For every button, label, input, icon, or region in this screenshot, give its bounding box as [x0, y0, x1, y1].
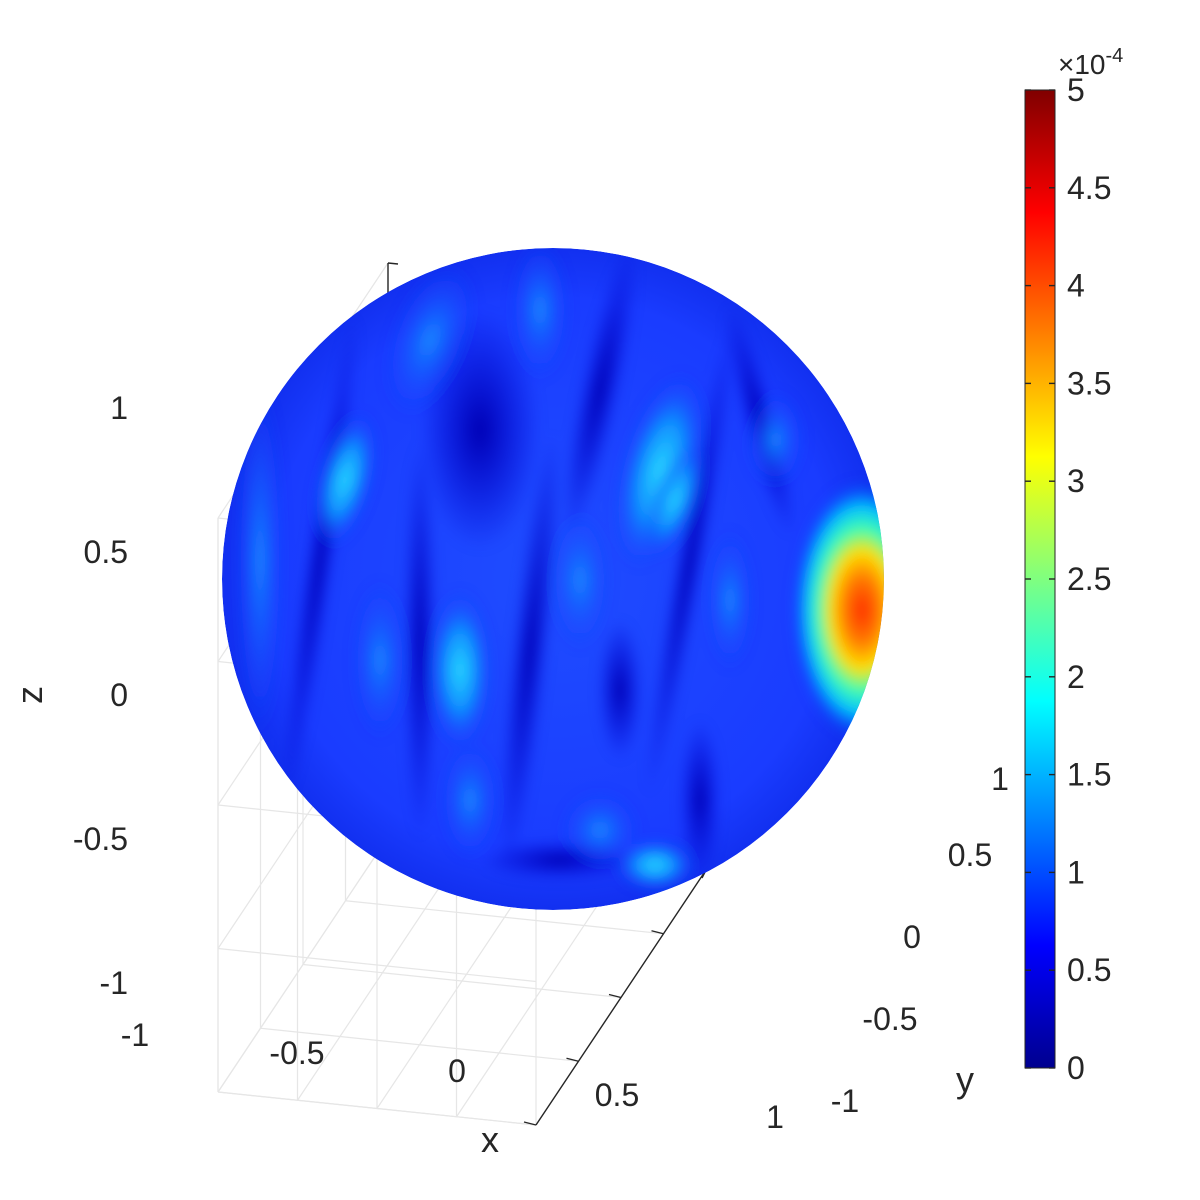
gridline — [345, 900, 664, 935]
x-axis-label: x — [481, 1119, 499, 1160]
x-tick-label: -0.5 — [269, 1035, 324, 1071]
y-tick-label: -1 — [831, 1083, 859, 1119]
colorbar-tick-label: 4 — [1067, 268, 1085, 304]
y-tick-label: 0.5 — [948, 837, 992, 873]
y-tick-label: 0 — [903, 919, 921, 955]
colorbar-tick-label: 2.5 — [1067, 561, 1111, 597]
z-tick-label: -0.5 — [73, 821, 128, 857]
y-tick-label: -0.5 — [862, 1001, 917, 1037]
sphere-surface — [222, 248, 884, 910]
gridline — [217, 1091, 537, 1126]
colorbar-tick-label: 3 — [1067, 463, 1085, 499]
colorbar-tick-label: 1.5 — [1067, 757, 1111, 793]
y-tick — [608, 993, 622, 999]
z-tick — [387, 262, 399, 265]
y-axis-label: y — [956, 1059, 974, 1100]
colorbar-ticks: 0 0.5 1 1.5 2 2.5 3 3.5 4 4.5 5 — [1025, 72, 1111, 1086]
z-axis-ticks: 1 0.5 0 -0.5 -1 — [73, 390, 128, 1001]
y-tick — [566, 1057, 579, 1062]
y-tick — [651, 930, 664, 935]
gridline — [302, 963, 622, 999]
z-tick-label: 0 — [110, 677, 128, 713]
colorbar-tick-label: 2 — [1067, 659, 1085, 695]
colorbar-tick-label: 1 — [1067, 854, 1085, 890]
z-tick-label: 0.5 — [84, 534, 128, 570]
x-tick-label: 1 — [766, 1099, 784, 1135]
colorbar-tick-label: 0.5 — [1067, 952, 1111, 988]
colorbar-tick-label: 5 — [1067, 72, 1085, 108]
colorbar-exponent: ×10-4 — [1058, 45, 1123, 80]
y-axis-ticks: -1 -0.5 0 0.5 1 — [831, 761, 1009, 1119]
x-tick-label: -1 — [121, 1017, 149, 1053]
colorbar-tick-label: 4.5 — [1067, 170, 1111, 206]
x-axis-ticks: -1 -0.5 0 0.5 1 — [121, 1017, 784, 1135]
colorbar-tick-label: 0 — [1067, 1050, 1085, 1086]
x-tick-label: 0 — [448, 1053, 466, 1089]
z-tick-label: -1 — [100, 965, 128, 1001]
colorbar: 0 0.5 1 1.5 2 2.5 3 3.5 4 4.5 5 ×10-4 — [1024, 45, 1123, 1086]
y-tick — [523, 1121, 537, 1126]
y-tick-label: 1 — [991, 761, 1009, 797]
z-tick-label: 1 — [110, 390, 128, 426]
gridline — [217, 947, 537, 983]
colorbar-tick-label: 3.5 — [1067, 365, 1111, 401]
x-tick-label: 0.5 — [595, 1077, 639, 1113]
z-axis-label: z — [9, 686, 50, 704]
gridline — [260, 1027, 579, 1062]
